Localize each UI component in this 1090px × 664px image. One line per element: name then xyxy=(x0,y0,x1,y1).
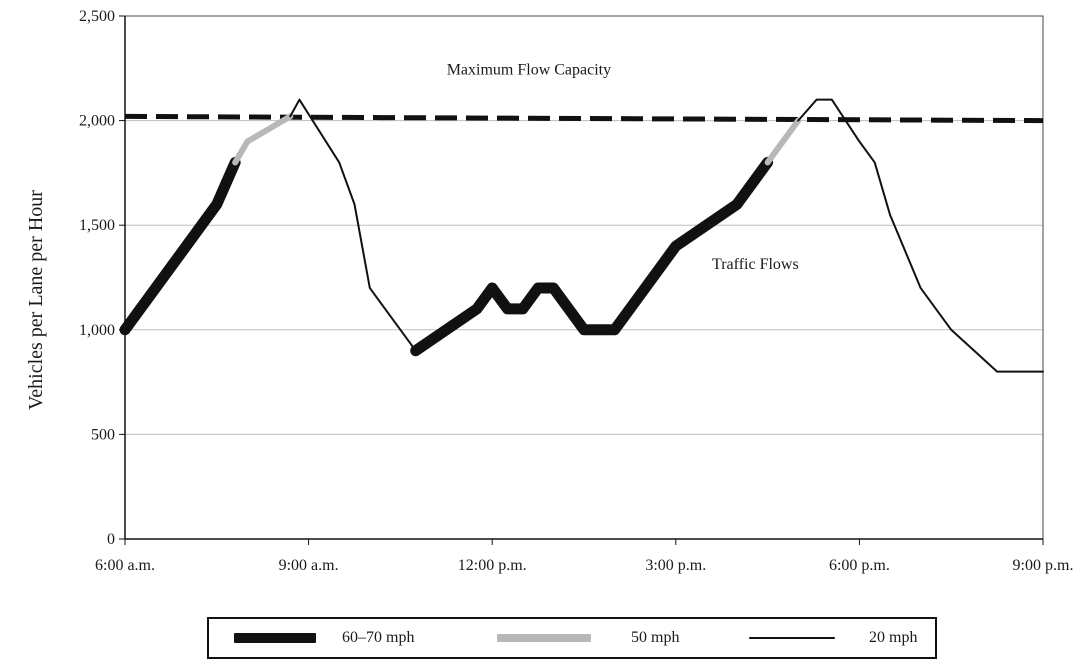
x-tick-label: 6:00 a.m. xyxy=(95,557,155,574)
x-tick-label: 12:00 p.m. xyxy=(458,557,527,574)
series-line-20-mph-2 xyxy=(289,98,417,352)
x-tick-label: 9:00 p.m. xyxy=(1013,557,1074,574)
y-tick-label: 1,000 xyxy=(79,322,115,339)
legend: 60–70 mph 50 mph 20 mph xyxy=(207,617,937,659)
x-tick-label: 3:00 p.m. xyxy=(645,557,706,574)
legend-swatch-20mph xyxy=(749,637,835,639)
x-tick-label: 6:00 p.m. xyxy=(829,557,890,574)
gridlines xyxy=(125,15,1043,435)
y-tick-label: 500 xyxy=(91,426,115,443)
legend-label: 20 mph xyxy=(869,629,918,646)
legend-swatch-60-70mph xyxy=(234,633,316,643)
y-tick-label: 2,000 xyxy=(79,113,115,130)
plot-frame xyxy=(124,15,1044,540)
y-tick-label: 1,500 xyxy=(79,217,115,234)
series-line-50-mph-1 xyxy=(232,113,294,166)
legend-swatch-50mph xyxy=(497,634,591,642)
annotations: Maximum Flow Capacity Traffic Flows xyxy=(447,62,799,274)
x-tick-label: 9:00 a.m. xyxy=(279,557,339,574)
annotation-0: Maximum Flow Capacity xyxy=(447,62,611,79)
axes xyxy=(119,15,1044,545)
legend-label: 60–70 mph xyxy=(342,629,415,646)
legend-label: 50 mph xyxy=(631,629,680,646)
series-lines xyxy=(119,98,1044,373)
series-line-20-mph-5 xyxy=(797,98,1044,373)
y-tick-label: 2,500 xyxy=(79,8,115,25)
y-axis-label: Vehicles per Lane per Hour xyxy=(25,190,47,410)
series-line-60-70-mph-0 xyxy=(119,156,241,336)
y-tick-label: 0 xyxy=(107,531,115,548)
legend-item-50mph: 50 mph xyxy=(497,619,679,657)
tick-labels: 0 500 1,000 1,500 2,000 2,500 6:00 a.m. 9:00 a.… xyxy=(79,8,1073,574)
series-line-60-70-mph-3 xyxy=(410,156,774,357)
series-line-50-mph-4 xyxy=(764,117,802,166)
capacity-line xyxy=(124,113,1044,124)
annotation-1: Traffic Flows xyxy=(712,256,799,273)
legend-item-20mph: 20 mph xyxy=(749,619,917,657)
legend-item-60-70mph: 60–70 mph xyxy=(234,619,414,657)
capacity-dashed-line xyxy=(124,113,1044,124)
